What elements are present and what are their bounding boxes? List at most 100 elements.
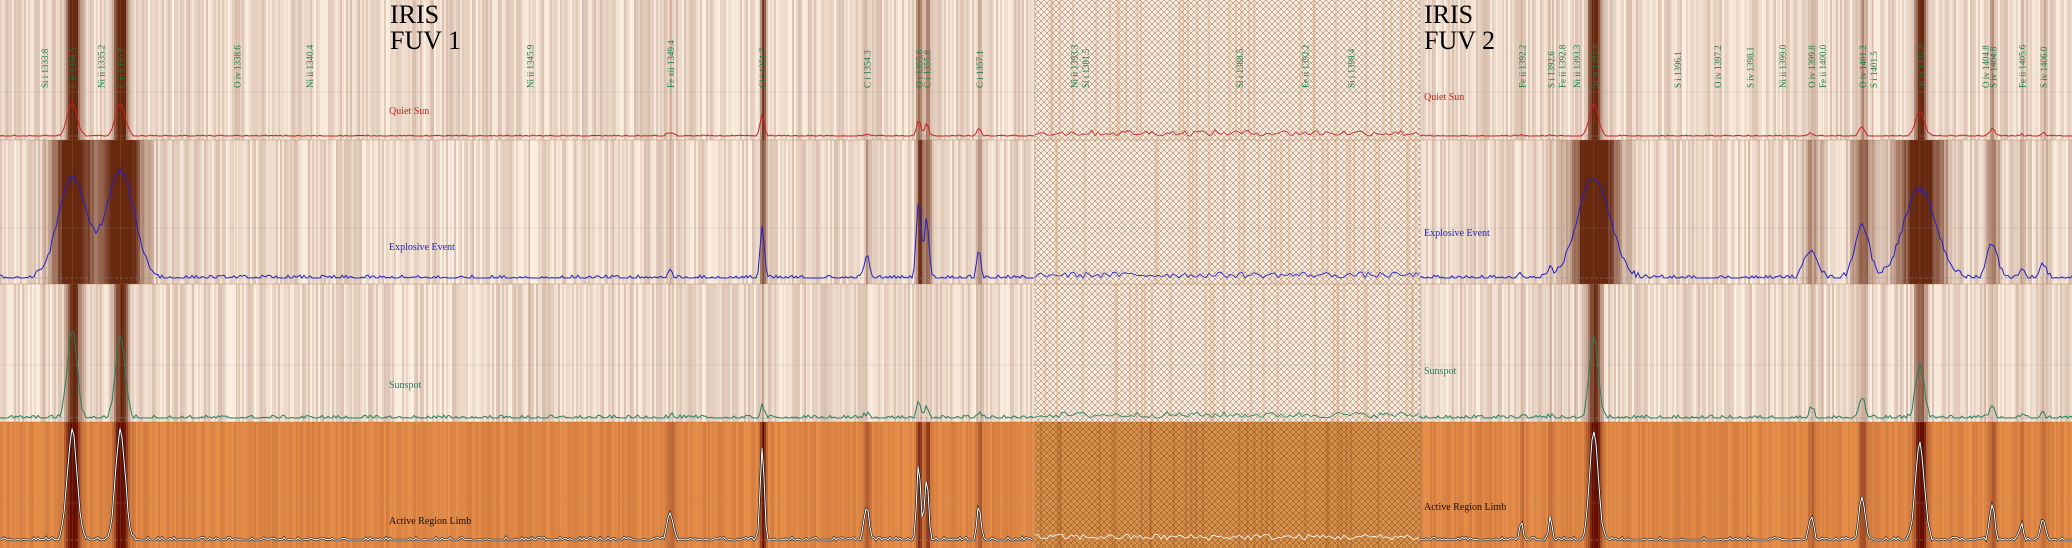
spectral-stripe <box>94 422 96 548</box>
spectral-stripe <box>1778 140 1780 284</box>
gap-stripe <box>1125 0 1128 140</box>
spectral-stripe <box>1642 0 1644 140</box>
spectral-stripe <box>504 422 506 548</box>
spectral-stripe <box>794 422 796 548</box>
spectral-stripe <box>442 284 444 422</box>
spectral-stripe <box>454 140 456 284</box>
spectral-stripe <box>1032 140 1034 284</box>
spectral-stripe <box>870 0 872 140</box>
spectral-stripe <box>2008 422 2010 548</box>
spectral-stripe <box>542 422 544 548</box>
spectral-stripe <box>1900 284 1902 422</box>
spectral-stripe <box>2052 422 2054 548</box>
spectral-stripe <box>854 284 856 422</box>
spectral-stripe <box>896 140 898 284</box>
spectral-stripe <box>1506 422 1508 548</box>
spectral-stripe <box>238 284 240 422</box>
spectral-stripe <box>1744 284 1746 422</box>
spectral-stripe <box>1644 140 1646 284</box>
spectral-stripe <box>502 0 504 140</box>
spectral-stripe <box>384 284 386 422</box>
spectral-stripe <box>688 284 690 422</box>
spectral-stripe <box>186 422 188 548</box>
spectral-stripe <box>1874 140 1876 284</box>
spectral-stripe <box>1588 284 1590 422</box>
spectral-stripe <box>830 284 832 422</box>
spectral-stripe <box>942 284 944 422</box>
gap-stripe <box>1111 422 1114 548</box>
spectral-stripe <box>92 422 94 548</box>
spectral-stripe <box>806 140 808 284</box>
spectral-stripe <box>1626 140 1628 284</box>
spectral-stripe <box>188 284 190 422</box>
spectral-stripe <box>412 422 414 548</box>
spectral-stripe <box>774 0 776 140</box>
spectral-stripe <box>1746 422 1748 548</box>
spectral-stripe <box>1734 284 1736 422</box>
spectral-stripe <box>1616 140 1618 284</box>
spectral-stripe <box>618 422 620 548</box>
spectral-stripe <box>1506 284 1508 422</box>
spectral-stripe <box>990 140 992 284</box>
spectral-stripe <box>614 0 616 140</box>
gap-stripe <box>1059 422 1062 548</box>
spectral-stripe <box>652 140 654 284</box>
spectral-stripe <box>1484 284 1486 422</box>
spectral-stripe <box>536 422 538 548</box>
spectral-stripe <box>250 422 252 548</box>
spectral-stripe <box>1556 284 1558 422</box>
spectral-stripe <box>910 0 912 140</box>
spectral-stripe <box>694 0 696 140</box>
spectral-stripe <box>110 284 112 422</box>
spectral-stripe <box>474 422 476 548</box>
spectral-stripe <box>202 0 204 140</box>
spectral-stripe <box>1686 284 1688 422</box>
spectral-stripe <box>946 422 948 548</box>
spectral-stripe <box>296 284 298 422</box>
spectral-stripe <box>960 422 962 548</box>
spectral-stripe <box>518 422 520 548</box>
spectral-stripe <box>982 140 984 284</box>
spectral-stripe <box>100 0 102 140</box>
spectral-stripe <box>2036 422 2038 548</box>
spectral-stripe <box>282 422 284 548</box>
spectral-stripe <box>2038 422 2040 548</box>
spectral-stripe <box>1528 422 1530 548</box>
spectral-stripe <box>1862 422 1864 548</box>
spectral-stripe <box>1974 284 1976 422</box>
spectral-stripe <box>486 422 488 548</box>
spectral-stripe <box>380 140 382 284</box>
spectral-stripe <box>688 140 690 284</box>
spectral-stripe <box>1754 140 1756 284</box>
spectral-stripe <box>462 0 464 140</box>
spectral-stripe <box>2022 284 2024 422</box>
spectral-stripe <box>626 284 628 422</box>
spectral-stripe <box>1470 422 1472 548</box>
spectral-stripe <box>1748 422 1750 548</box>
spectral-stripe <box>1548 422 1550 548</box>
spectral-stripe <box>1596 422 1598 548</box>
spectral-stripe <box>1772 140 1774 284</box>
spectral-stripe <box>1422 0 1424 140</box>
spectral-stripe <box>676 0 678 140</box>
spectral-stripe <box>1766 140 1768 284</box>
spectral-stripe <box>1542 0 1544 140</box>
spectral-stripe <box>1648 284 1650 422</box>
spectral-stripe <box>904 0 906 140</box>
spectral-stripe <box>24 422 26 548</box>
spectral-stripe <box>1710 0 1712 140</box>
spectral-stripe <box>1458 0 1460 140</box>
spectral-stripe <box>498 284 500 422</box>
spectral-stripe <box>422 140 424 284</box>
spectral-stripe <box>1626 422 1628 548</box>
spectral-stripe <box>2000 284 2002 422</box>
spectral-stripe <box>1914 284 1916 422</box>
spectral-stripe <box>1562 422 1564 548</box>
spectral-stripe <box>124 284 126 422</box>
spectral-stripe <box>492 0 494 140</box>
spectral-stripe <box>1692 284 1694 422</box>
spectral-stripe <box>1554 140 1556 284</box>
spectral-stripe <box>460 422 462 548</box>
spectral-stripe <box>246 0 248 140</box>
spectral-stripe <box>1672 422 1674 548</box>
